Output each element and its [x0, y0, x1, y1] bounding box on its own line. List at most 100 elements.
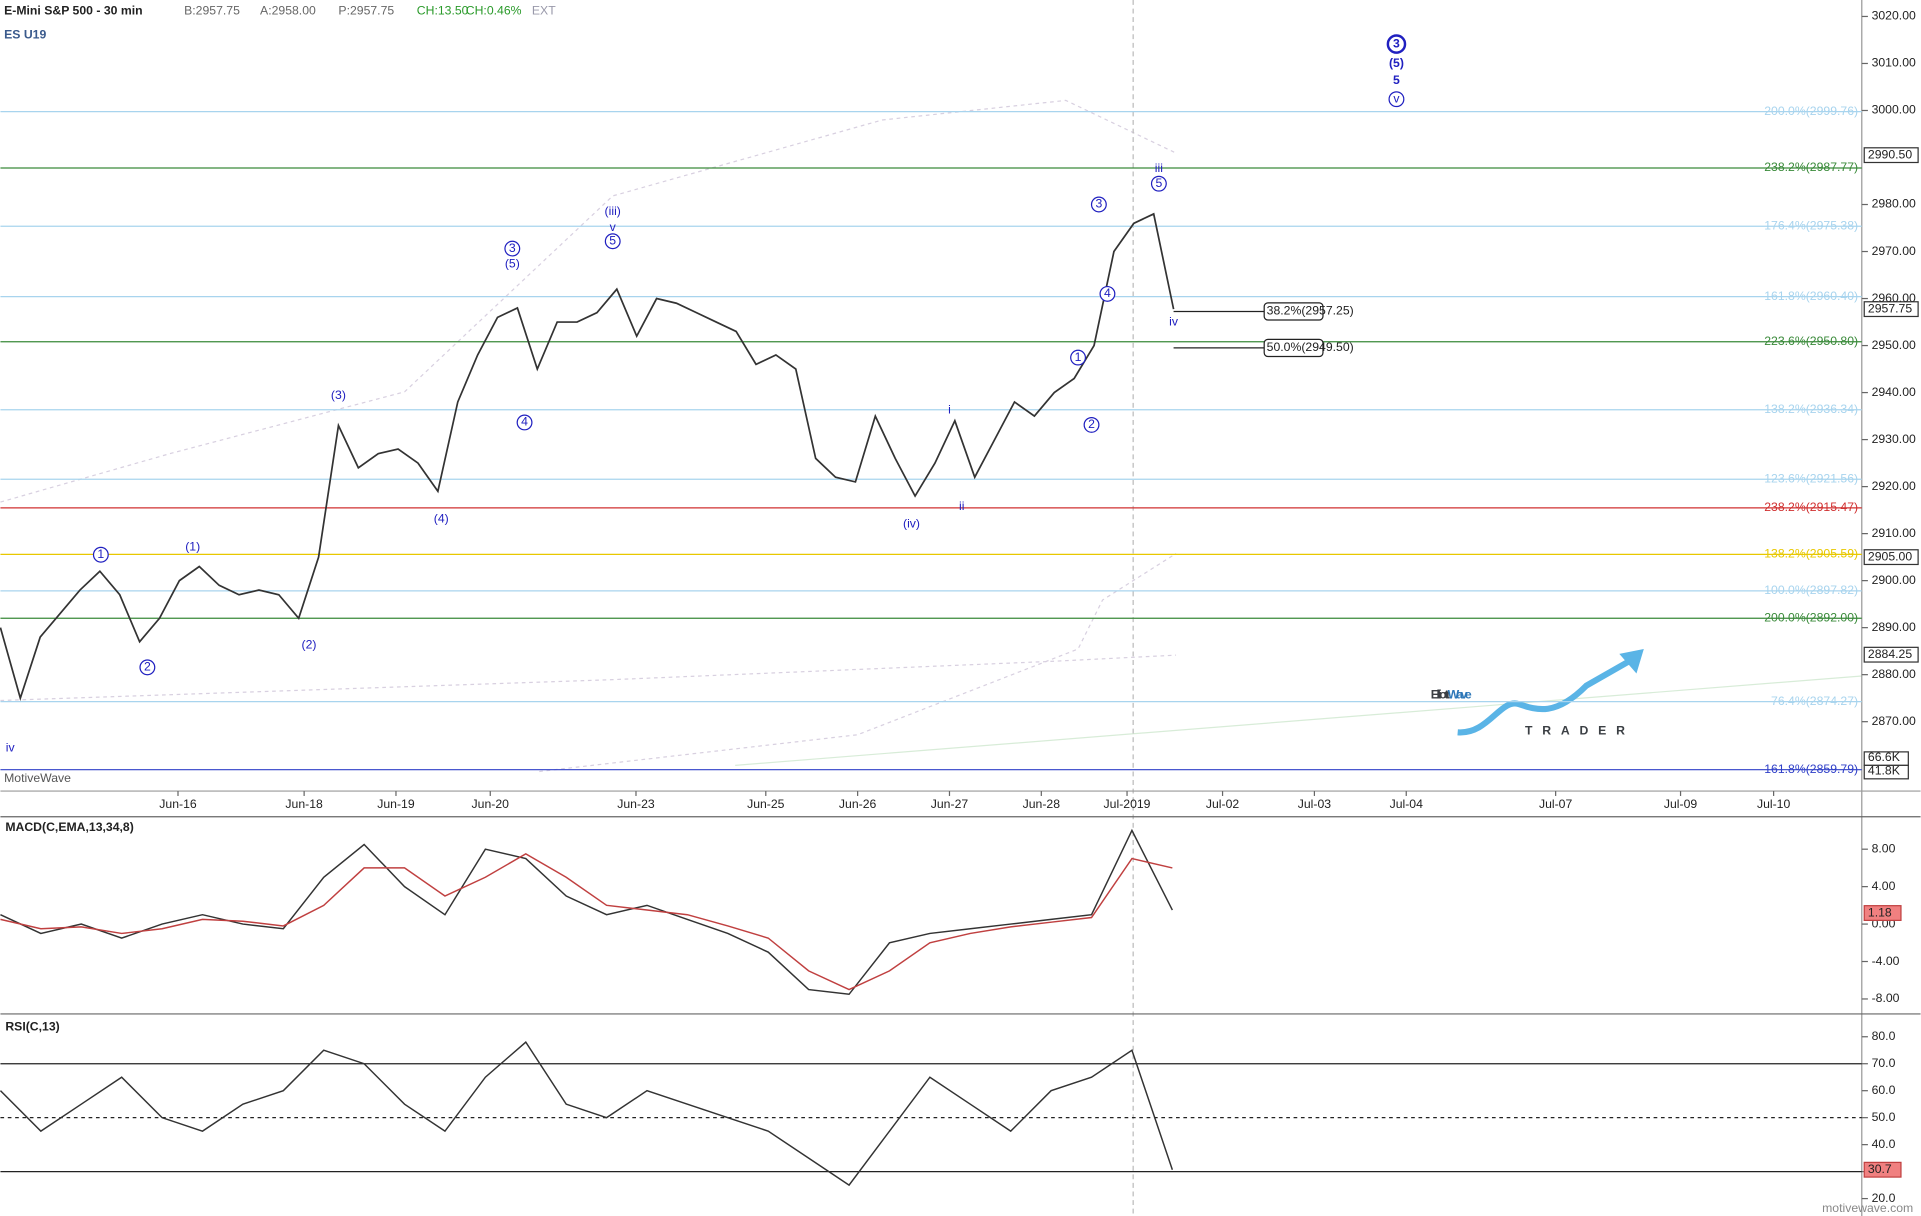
logo-word-1: Elliott [1431, 688, 1450, 702]
fib-label: 161.8%(2859.79) [1764, 762, 1858, 776]
y-tick-label: -8.00 [1872, 991, 1900, 1005]
y-tick-label: 2970.00 [1872, 244, 1916, 258]
instrument: E-Mini S&P 500 - 30 min [4, 3, 142, 17]
y-tick-label: 70.0 [1872, 1056, 1896, 1070]
fib-label: 138.2%(2936.34) [1764, 402, 1858, 416]
wave-circle [1386, 34, 1407, 54]
wave-label: 5 [1393, 73, 1400, 87]
x-tick-label: Jun-25 [747, 797, 785, 811]
ask: A:2958.00 [260, 3, 316, 17]
y-tick-label: 2870.00 [1872, 714, 1916, 728]
y-tick-label: 4.00 [1872, 879, 1896, 893]
x-tick-label: Jul-02 [1206, 797, 1240, 811]
wave-label: (1) [185, 540, 200, 554]
macd-signal [0, 853, 1173, 991]
wave-label: (5) [1389, 56, 1404, 70]
wave-circle [604, 233, 621, 250]
x-tick-label: Jul-2019 [1104, 797, 1151, 811]
wave-label: 1 [1075, 350, 1082, 364]
price-tag-label: 2884.25 [1868, 647, 1912, 661]
wave-label: 5 [1155, 176, 1162, 190]
wave-circle [1099, 285, 1116, 302]
wave-label: (iii) [605, 204, 621, 218]
volume-tag: 41.8K [1868, 764, 1901, 778]
x-tick-label: Jul-09 [1664, 797, 1698, 811]
bid: B:2957.75 [184, 3, 240, 17]
wave-label: 3 [1393, 36, 1400, 50]
wave-circle [516, 414, 533, 431]
wave-label: 3 [1095, 197, 1102, 211]
symbol: ES U19 [4, 28, 46, 42]
logo-swoosh [1457, 658, 1631, 736]
volume-tag: 66.6K [1868, 750, 1901, 764]
fib-label: 238.2%(2987.77) [1764, 160, 1858, 174]
footer: motivewave.com [1822, 1201, 1913, 1215]
x-tick-label: Jun-27 [931, 797, 969, 811]
last-price: P:2957.75 [338, 3, 394, 17]
macd-title: MACD(C,EMA,13,34,8) [5, 820, 134, 834]
y-tick-label: 2900.00 [1872, 573, 1916, 587]
session: EXT [532, 3, 556, 17]
fib-label: 176.4%(2975.38) [1764, 218, 1858, 232]
x-tick-label: Jun-28 [1023, 797, 1061, 811]
y-tick-label: 2890.00 [1872, 620, 1916, 634]
y-tick-label: 60.0 [1872, 1083, 1896, 1097]
wave-label: (3) [331, 388, 346, 402]
fib-label: 223.6%(2950.80) [1764, 334, 1858, 348]
retrace-box [1263, 338, 1324, 358]
trend-line [539, 552, 1177, 773]
wave-label: (2) [302, 638, 317, 652]
x-tick-label: Jul-10 [1757, 797, 1791, 811]
wave-circle [504, 240, 521, 257]
logo-sub: TRADER [1525, 723, 1635, 737]
price-line [0, 212, 1175, 702]
price-tag-label: 2957.75 [1868, 301, 1912, 315]
rsi-line [0, 1041, 1174, 1187]
macd-macd [0, 828, 1174, 996]
wave-label: 4 [521, 415, 528, 429]
y-tick-label: -4.00 [1872, 954, 1900, 968]
logo: ElliottWave TRADER [1431, 649, 1644, 737]
fib-label: 200.0%(2999.76) [1764, 104, 1858, 118]
y-tick-label: 3010.00 [1872, 56, 1916, 70]
y-tick-label: 80.0 [1872, 1029, 1896, 1043]
y-tick-label: 2920.00 [1872, 479, 1916, 493]
x-tick-label: Jun-19 [377, 797, 415, 811]
wave-circle [92, 546, 109, 563]
fib-label: 200.0%(2892.00) [1764, 610, 1858, 624]
wave-label: i [948, 402, 951, 416]
y-tick-label: 20.0 [1872, 1191, 1896, 1205]
fib-label: 161.8%(2960.40) [1764, 289, 1858, 303]
wave-label: ii [959, 499, 964, 513]
wave-label: v [610, 220, 617, 234]
fib-label: 123.6%(2921.56) [1764, 472, 1858, 486]
wave-circle [1388, 91, 1405, 108]
macd-tag [1863, 905, 1902, 921]
rsi-title: RSI(C,13) [5, 1020, 59, 1034]
wave-label: 2 [1088, 417, 1095, 431]
y-tick-label: 2940.00 [1872, 385, 1916, 399]
retrace-label: 50.0%(2949.50) [1267, 340, 1354, 354]
y-tick-label: 2910.00 [1872, 526, 1916, 540]
wave-circle [139, 659, 156, 676]
wave-label: 3 [509, 241, 516, 255]
y-tick-label: 8.00 [1872, 841, 1896, 855]
y-tick-label: 2880.00 [1872, 667, 1916, 681]
price-tag [1863, 549, 1919, 566]
change: CH:13.50 [417, 3, 469, 17]
price-tag [1863, 646, 1919, 663]
retrace-label: 38.2%(2957.25) [1267, 304, 1354, 318]
wave-label: 5 [609, 233, 616, 247]
price-tag-label: 2905.00 [1868, 549, 1912, 563]
wave-label: 4 [1104, 286, 1111, 300]
macd-tag-label: 1.18 [1868, 905, 1892, 919]
wave-label: 1 [97, 547, 104, 561]
logo-word-2: Wave [1448, 688, 1472, 702]
wave-circle [1083, 416, 1100, 433]
x-tick-label: Jul-03 [1298, 797, 1332, 811]
wave-circle [1150, 175, 1167, 192]
fib-label: 100.0%(2897.82) [1764, 583, 1858, 597]
x-tick-label: Jul-04 [1390, 797, 1424, 811]
